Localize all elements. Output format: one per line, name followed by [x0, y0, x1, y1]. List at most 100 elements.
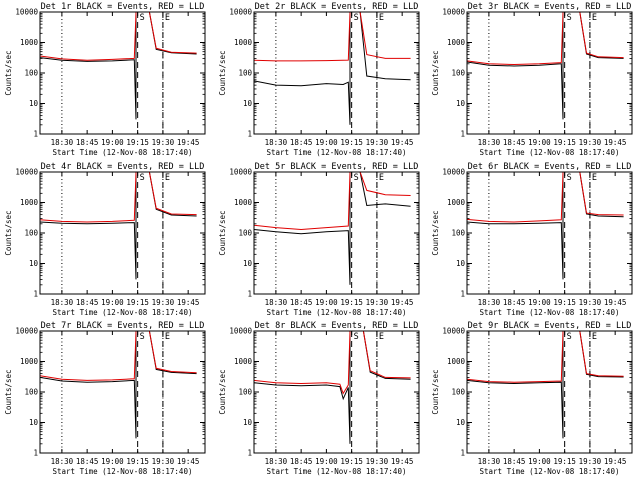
x-tick-label: 19:15	[553, 138, 576, 147]
y-tick-label: 1	[33, 449, 38, 458]
x-tick-label: 19:00	[528, 298, 551, 307]
y-tick-label: 100	[24, 69, 38, 78]
x-tick-label: 19:45	[391, 138, 414, 147]
marker-label-s: S	[140, 173, 145, 183]
y-tick-label: 100	[238, 69, 252, 78]
x-tick-label: 18:30	[51, 457, 74, 466]
x-tick-label: 18:45	[503, 457, 526, 466]
y-axis-label: Counts/sec	[218, 210, 227, 255]
y-axis-label: Counts/sec	[4, 369, 13, 414]
x-axis-label: Start Time (12-Nov-08 18:17:40)	[480, 467, 620, 476]
marker-label-e: E	[379, 173, 384, 183]
x-tick-label: 19:30	[366, 457, 389, 466]
lld-series	[254, 172, 411, 231]
detector-panel-2: Det 2r BLACK = Events, RED = LLD Counts/s…	[218, 2, 420, 157]
detector-panel-4: Det 4r BLACK = Events, RED = LLD Counts/s…	[4, 162, 206, 317]
lld-series	[254, 331, 411, 395]
y-tick-label: 10000	[442, 327, 465, 336]
detector-panel-3: Det 3r BLACK = Events, RED = LLD Counts/s…	[431, 2, 633, 157]
x-axis-label: Start Time (12-Nov-08 18:17:40)	[480, 308, 620, 317]
y-tick-label: 1000	[447, 198, 466, 207]
y-axis-label: Counts/sec	[431, 50, 440, 95]
y-tick-label: 1	[460, 290, 465, 299]
x-tick-label: 18:30	[478, 138, 501, 147]
y-tick-label: 1	[460, 449, 465, 458]
marker-label-s: S	[354, 173, 359, 183]
y-tick-label: 10	[243, 99, 253, 108]
y-tick-label: 1	[247, 130, 252, 139]
y-tick-label: 100	[451, 69, 465, 78]
detector-panel-1: Det 1r BLACK = Events, RED = LLD Counts/s…	[4, 2, 206, 157]
x-tick-label: 19:15	[340, 457, 363, 466]
detector-panel-8: Det 8r BLACK = Events, RED = LLD Counts/s…	[218, 321, 420, 476]
events-series	[40, 12, 197, 120]
plot-frame	[253, 330, 420, 454]
y-tick-label: 10000	[229, 8, 252, 17]
y-tick-label: 10	[29, 259, 39, 268]
plot-frame	[39, 171, 206, 295]
y-tick-label: 1	[247, 290, 252, 299]
events-series	[467, 331, 624, 439]
x-tick-label: 19:30	[579, 457, 602, 466]
y-tick-label: 10	[29, 418, 39, 427]
y-axis-label: Counts/sec	[218, 369, 227, 414]
detector-panel-7: Det 7r BLACK = Events, RED = LLD Counts/s…	[4, 321, 206, 476]
y-axis-label: Counts/sec	[431, 369, 440, 414]
x-tick-label: 18:45	[76, 298, 99, 307]
x-tick-label: 18:30	[478, 298, 501, 307]
y-axis-label: Counts/sec	[4, 50, 13, 95]
y-tick-label: 1000	[447, 357, 466, 366]
panel-title: Det 2r BLACK = Events, RED = LLD	[255, 2, 419, 12]
events-series	[467, 12, 624, 120]
x-tick-label: 19:30	[579, 138, 602, 147]
y-tick-label: 1000	[20, 357, 39, 366]
y-tick-label: 1000	[234, 38, 253, 47]
y-tick-label: 1000	[20, 198, 39, 207]
x-tick-label: 19:00	[528, 138, 551, 147]
y-tick-label: 1000	[234, 198, 253, 207]
x-axis-label: Start Time (12-Nov-08 18:17:40)	[267, 148, 407, 157]
marker-label-e: E	[592, 13, 597, 23]
y-tick-label: 100	[24, 388, 38, 397]
panel-title: Det 7r BLACK = Events, RED = LLD	[41, 321, 205, 331]
y-tick-label: 10000	[229, 327, 252, 336]
y-tick-label: 10	[243, 259, 253, 268]
y-tick-label: 1	[460, 130, 465, 139]
marker-label-s: S	[567, 173, 572, 183]
panel-title: Det 8r BLACK = Events, RED = LLD	[255, 321, 419, 331]
y-tick-label: 10	[456, 259, 466, 268]
y-tick-label: 100	[238, 229, 252, 238]
marker-label-e: E	[165, 13, 170, 23]
x-tick-label: 19:45	[177, 457, 200, 466]
plot-frame	[466, 171, 633, 295]
y-tick-label: 100	[24, 229, 38, 238]
plot-frame	[253, 11, 420, 135]
marker-label-e: E	[165, 332, 170, 342]
x-tick-label: 19:00	[315, 138, 338, 147]
y-tick-label: 10000	[442, 168, 465, 177]
x-tick-label: 19:00	[101, 457, 124, 466]
lld-series	[40, 172, 197, 223]
events-series	[40, 331, 197, 439]
x-tick-label: 19:45	[177, 138, 200, 147]
x-axis-label: Start Time (12-Nov-08 18:17:40)	[53, 467, 193, 476]
x-tick-label: 19:30	[579, 298, 602, 307]
x-tick-label: 18:45	[503, 298, 526, 307]
x-axis-label: Start Time (12-Nov-08 18:17:40)	[267, 467, 407, 476]
x-tick-label: 18:45	[290, 298, 313, 307]
marker-label-s: S	[354, 332, 359, 342]
y-axis-label: Counts/sec	[431, 210, 440, 255]
x-tick-label: 19:45	[604, 138, 627, 147]
y-tick-label: 100	[451, 388, 465, 397]
detector-panel-6: Det 6r BLACK = Events, RED = LLD Counts/s…	[431, 162, 633, 317]
x-tick-label: 18:45	[290, 138, 313, 147]
x-tick-label: 19:30	[152, 457, 175, 466]
y-tick-label: 100	[238, 388, 252, 397]
events-series	[254, 172, 411, 285]
x-tick-label: 19:00	[101, 298, 124, 307]
y-tick-label: 1	[247, 449, 252, 458]
panel-title: Det 5r BLACK = Events, RED = LLD	[255, 162, 419, 172]
y-axis-label: Counts/sec	[4, 210, 13, 255]
y-tick-label: 10000	[15, 327, 38, 336]
